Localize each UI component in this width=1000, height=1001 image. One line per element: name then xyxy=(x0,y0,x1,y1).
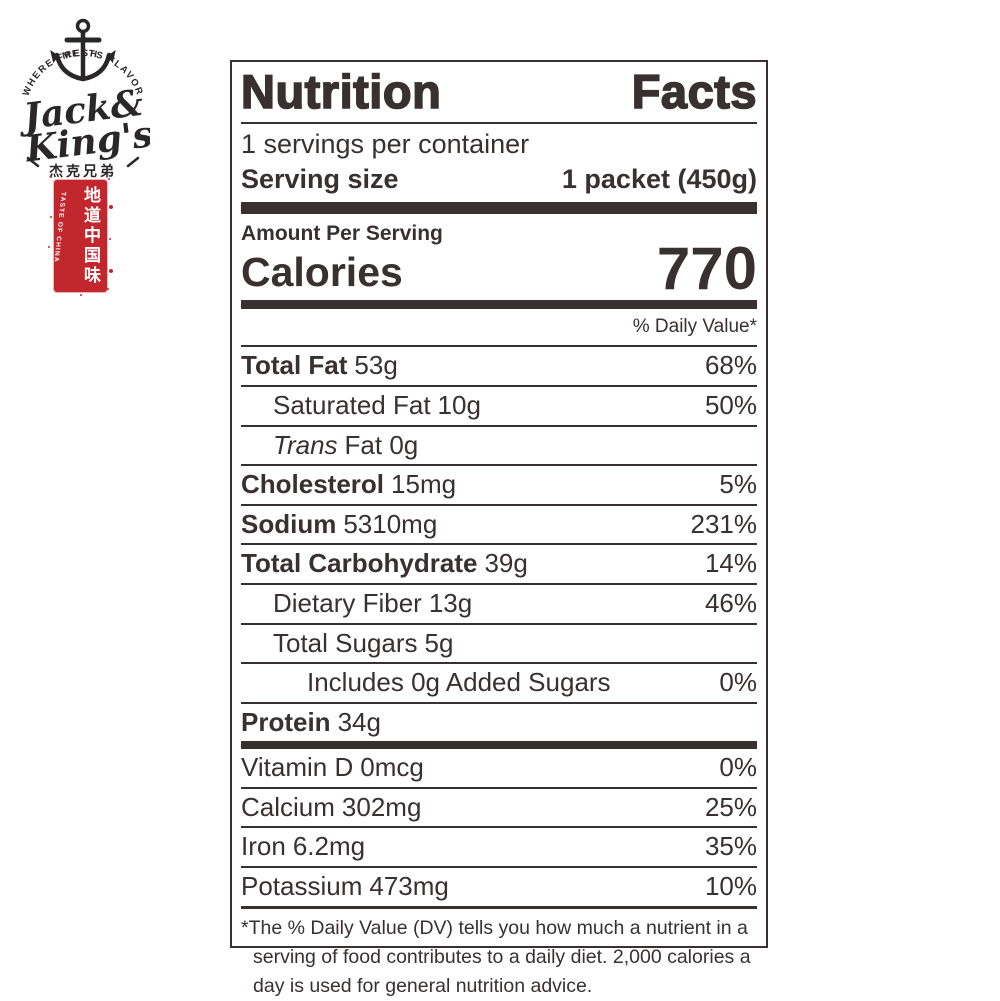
nutrient-row-total-fat: Total Fat 53g 68% xyxy=(241,350,757,381)
nutrient-row-dietary-fiber: Dietary Fiber 13g 46% xyxy=(273,587,757,618)
divider xyxy=(241,543,757,546)
thick-bar xyxy=(241,741,757,750)
brand-chinese-name: 杰克兄弟 xyxy=(49,163,117,180)
thick-bar xyxy=(241,202,757,215)
divider xyxy=(241,701,757,704)
amount-per-serving: Amount Per Serving xyxy=(241,222,443,246)
nutrition-facts-label: Nutrition Facts 1 servings per container… xyxy=(230,60,768,997)
nutrient-row-trans-fat: Trans Fat 0g xyxy=(273,429,419,460)
label-title-word1: Nutrition xyxy=(240,64,442,119)
dv-value: 46% xyxy=(704,587,757,618)
brand-logo-graphic: WHERE FRESH MEETS FLAVOR Jack& King's 杰克… xyxy=(15,18,155,180)
nutrient-row-cholesterol: Cholesterol 15mg 5% xyxy=(241,469,757,500)
vitamin-row-vitamin-d: Vitamin D 0mcg 0% xyxy=(241,752,757,783)
vitamin-row-potassium: Potassium 473mg 10% xyxy=(241,871,757,902)
divider xyxy=(241,582,757,585)
daily-value-footnote: *The % Daily Value (DV) tells you how mu… xyxy=(241,916,751,998)
nutrient-row-sodium: Sodium 5310mg 231% xyxy=(241,508,758,539)
medium-bar xyxy=(241,300,757,310)
divider xyxy=(241,905,757,909)
nutrient-row-added-sugars: Includes 0g Added Sugars 0% xyxy=(307,667,757,698)
vitamin-row-iron: Iron 6.2mg 35% xyxy=(241,831,757,862)
divider xyxy=(241,622,757,625)
dv-value: 10% xyxy=(704,871,757,902)
divider xyxy=(241,503,757,506)
nutrient-row-protein: Protein 34g xyxy=(241,706,381,737)
label-title-word2: Facts xyxy=(631,64,757,119)
brand-stamp: TASTE OF CHINA 地道中国味 xyxy=(50,176,107,292)
logo-dashes xyxy=(26,156,140,168)
serving-size-row: Serving size 1 packet (450g) xyxy=(241,163,757,202)
divider xyxy=(241,345,757,348)
dv-value: 35% xyxy=(704,831,757,862)
anchor-icon xyxy=(50,18,116,82)
brand-logo: WHERE FRESH MEETS FLAVOR Jack& King's 杰克… xyxy=(15,10,155,186)
daily-value-header: % Daily Value* xyxy=(632,316,757,338)
calories-label: Calories xyxy=(241,249,403,296)
dv-value: 0% xyxy=(719,752,757,783)
divider xyxy=(241,662,757,665)
divider xyxy=(241,826,757,829)
calories-value: 770 xyxy=(656,235,757,303)
nutrient-row-saturated-fat: Saturated Fat 10g 50% xyxy=(273,389,757,420)
divider xyxy=(241,786,757,789)
vitamin-row-calcium: Calcium 302mg 25% xyxy=(241,791,757,822)
servings-per-container: 1 servings per container xyxy=(241,129,530,160)
dv-value: 14% xyxy=(704,548,757,579)
dv-value: 0% xyxy=(719,667,757,698)
nutrient-row-total-sugars: Total Sugars 5g xyxy=(273,627,454,658)
stamp-text: 地道中国味 xyxy=(80,186,100,286)
label-title: Nutrition Facts xyxy=(240,62,757,122)
dv-value: 68% xyxy=(704,350,757,381)
stamp-distress-specks xyxy=(50,176,52,178)
dv-value: 25% xyxy=(704,791,757,822)
dv-value: 231% xyxy=(690,508,758,539)
serving-size-label: Serving size xyxy=(241,164,399,195)
divider xyxy=(241,384,757,387)
stamp-subtext: TASTE OF CHINA xyxy=(52,192,67,263)
divider xyxy=(241,122,757,125)
calories-row: Calories 770 xyxy=(241,235,757,303)
divider xyxy=(241,424,757,427)
dv-value: 50% xyxy=(704,389,757,420)
divider xyxy=(241,866,757,869)
divider xyxy=(241,464,757,467)
dv-value: 5% xyxy=(719,469,757,500)
nutrient-row-total-carbohydrate: Total Carbohydrate 39g 14% xyxy=(241,548,757,579)
serving-size-value: 1 packet (450g) xyxy=(561,164,757,195)
